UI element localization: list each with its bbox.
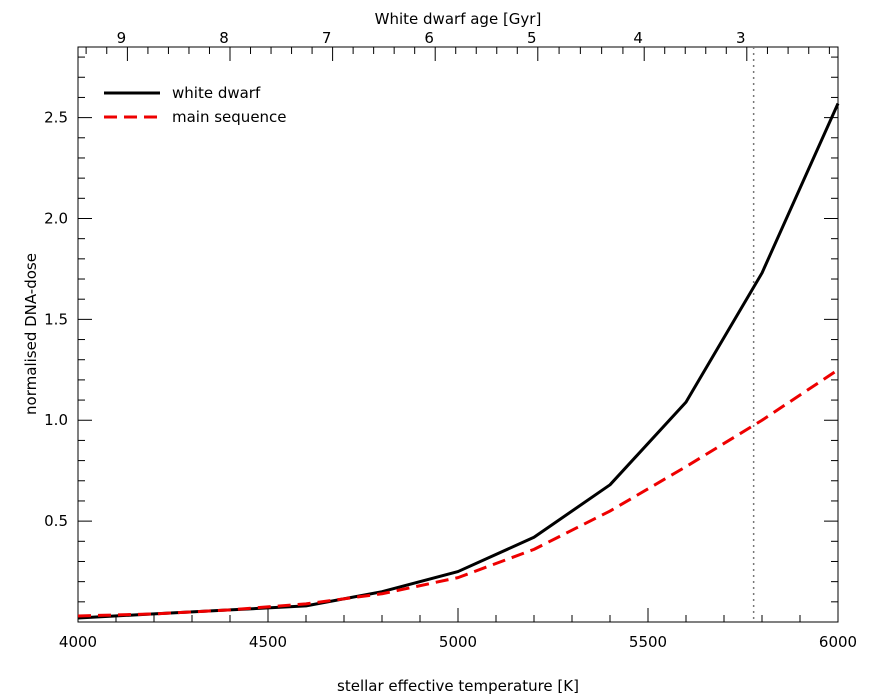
legend: white dwarf main sequence	[104, 84, 287, 126]
top-tick-label: 9	[117, 29, 127, 47]
plot-frame	[77, 46, 839, 623]
y-tick-label: 2.5	[44, 109, 68, 127]
x-tick-label: 4500	[249, 633, 287, 651]
top-tick-label: 4	[633, 29, 643, 47]
x-tick-label: 5500	[629, 633, 667, 651]
y-tick-label: 2.0	[44, 209, 68, 227]
top-axis-label: White dwarf age [Gyr]	[375, 10, 542, 28]
legend-label: main sequence	[172, 108, 287, 126]
white-dwarf-line	[77, 102, 840, 620]
main-sequence-line	[77, 368, 839, 618]
top-tick-label: 5	[527, 29, 537, 47]
y-tick-label: 1.5	[44, 310, 68, 328]
y-tick-label: 0.5	[44, 512, 68, 530]
x-tick-label: 4000	[59, 633, 97, 651]
ticks: 4000 4500 5000 5500 6000 0.5 1.0 1.5 2.0 2.5 9 8 7 6 5…	[44, 29, 857, 651]
x-tick-label: 6000	[819, 633, 857, 651]
y-tick-label: 1.0	[44, 411, 68, 429]
y-axis-label: normalised DNA-dose	[22, 253, 40, 415]
top-tick-label: 6	[424, 29, 434, 47]
legend-label: white dwarf	[172, 84, 261, 102]
top-tick-label: 7	[322, 29, 332, 47]
x-axis-label: stellar effective temperature [K]	[337, 677, 579, 695]
top-tick-label: 8	[219, 29, 229, 47]
x-tick-label: 5000	[439, 633, 477, 651]
series-lines	[77, 102, 840, 620]
top-tick-label: 3	[736, 29, 746, 47]
